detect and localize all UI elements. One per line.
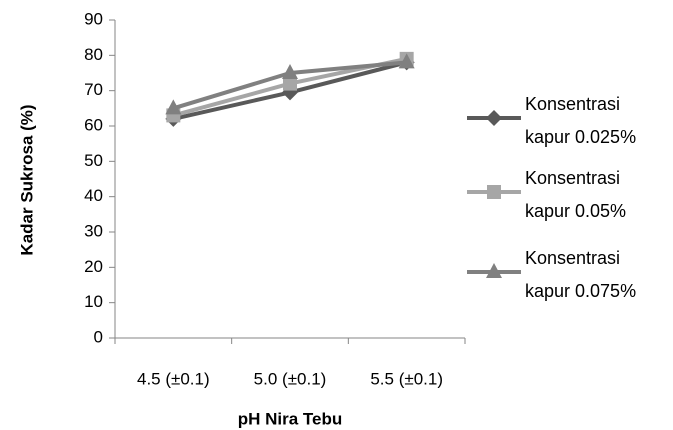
y-tick-label: 10 [84,292,103,311]
marker [486,263,502,278]
legend-label: Konsentrasi kapur 0.075% [525,248,637,301]
marker [486,110,502,126]
x-axis-title: pH Nira Tebu [238,409,343,428]
marker [398,53,415,69]
legend-label: Konsentrasi kapur 0.05% [525,168,627,221]
y-tick-label: 90 [84,9,103,28]
y-tick-label: 30 [84,221,103,240]
marker [282,64,298,79]
y-axis-title: Kadar Sukrosa (%) [17,104,36,255]
marker [487,185,501,199]
y-tick-label: 70 [84,80,103,99]
x-tick-label: 5.5 (±0.1) [370,369,443,388]
marker [165,99,182,115]
y-tick-label: 80 [84,45,103,64]
legend-label: Konsentrasi kapur 0.025% [525,94,637,147]
x-tick-label: 4.5 (±0.1) [137,369,210,388]
y-tick-label: 40 [84,186,103,205]
y-tick-label: 50 [84,151,103,170]
marker [283,76,297,91]
y-tick-label: 60 [84,115,103,134]
y-tick-label: 20 [84,257,103,276]
y-tick-label: 0 [94,327,103,346]
x-tick-label: 5.0 (±0.1) [254,369,327,388]
